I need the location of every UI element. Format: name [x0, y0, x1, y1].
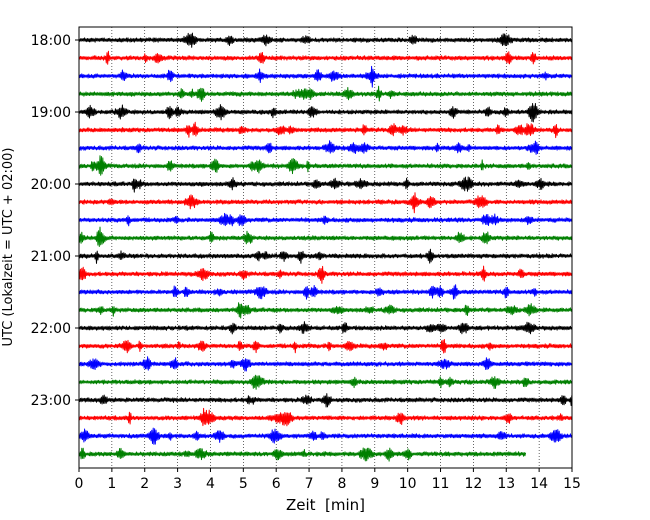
trace-1800	[78, 32, 573, 48]
y-tick-label: 19:00	[31, 105, 71, 121]
x-tick-label: 9	[370, 476, 379, 492]
trace-2145	[78, 302, 573, 319]
x-tick-label: 7	[305, 476, 314, 492]
trace-2045	[78, 226, 573, 247]
trace-2330	[78, 427, 573, 445]
trace-2315	[78, 407, 573, 427]
trace-1900	[78, 103, 573, 123]
trace-1930	[78, 140, 573, 155]
plot-frame	[78, 26, 573, 469]
x-axis-label: Zeit [min]	[286, 496, 365, 514]
x-tick-label: 6	[272, 476, 281, 492]
trace-2115	[78, 265, 573, 284]
trace-2130	[78, 284, 573, 300]
y-tick-label: 22:00	[31, 321, 71, 337]
x-tick-label: 2	[140, 476, 149, 492]
trace-2230	[78, 356, 573, 372]
x-tick-label: 5	[239, 476, 248, 492]
x-tick-label: 1	[107, 476, 116, 492]
x-tick-label: 8	[337, 476, 346, 492]
y-axis-label: UTC (Lokalzeit = UTC + 02:00)	[1, 148, 16, 347]
y-tick-label: 21:00	[31, 249, 71, 265]
y-tick-label: 18:00	[31, 33, 71, 49]
trace-1815	[78, 50, 573, 65]
trace-1915	[78, 121, 573, 139]
trace-2030	[78, 212, 573, 227]
x-tick-label: 12	[464, 476, 482, 492]
seismic-traces	[78, 32, 573, 462]
trace-2345	[78, 447, 527, 462]
trace-2300	[78, 393, 573, 408]
trace-1845	[78, 85, 573, 102]
x-tick-label: 13	[497, 476, 515, 492]
y-tick-label: 23:00	[31, 393, 71, 409]
x-tick-label: 0	[75, 476, 84, 492]
x-tick-label: 14	[530, 476, 548, 492]
trace-2015	[78, 192, 573, 214]
trace-2245	[78, 374, 573, 390]
x-tick-label: 4	[206, 476, 215, 492]
x-tick-label: 10	[399, 476, 417, 492]
y-axis-ticks: 18:00 19:00 20:00 21:00 22:00 23:00	[31, 33, 79, 409]
trace-2000	[78, 176, 573, 193]
y-tick-label: 20:00	[31, 177, 71, 193]
x-tick-label: 15	[563, 476, 581, 492]
x-tick-label: 3	[173, 476, 182, 492]
trace-2100	[78, 248, 573, 264]
trace-2200	[78, 321, 573, 335]
trace-1945	[78, 155, 573, 176]
x-axis-ticks: 0 1 2 3 4 5 6 7 8 9 10 11 12 13 14 15	[75, 468, 581, 492]
x-tick-label: 11	[432, 476, 450, 492]
trace-2215	[78, 339, 573, 354]
trace-1830	[78, 65, 573, 88]
